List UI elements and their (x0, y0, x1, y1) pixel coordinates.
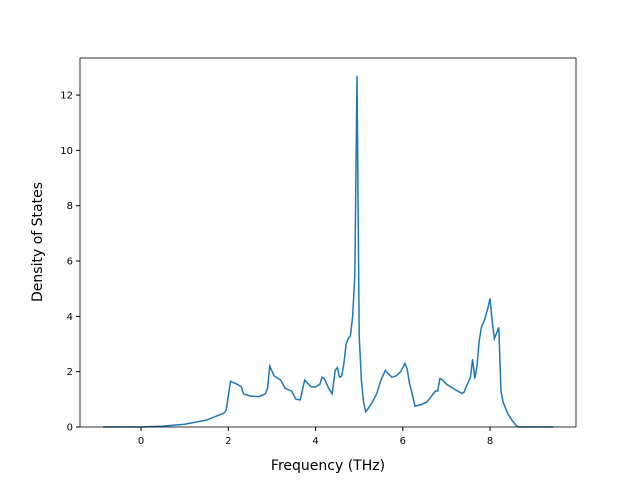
x-axis-label: Frequency (THz) (271, 458, 385, 474)
y-tick-label: 6 (67, 257, 73, 268)
y-tick-label: 0 (67, 423, 73, 434)
y-axis-label: Density of States (30, 182, 46, 302)
x-tick-label: 6 (400, 436, 406, 447)
y-tick-label: 8 (67, 201, 73, 212)
x-tick-label: 8 (487, 436, 493, 447)
plot-frame (79, 57, 577, 428)
x-tick-label: 0 (138, 436, 144, 447)
data-line (103, 75, 554, 428)
y-tick-label: 4 (67, 312, 73, 323)
y-tick-label: 2 (67, 367, 73, 378)
y-tick-label: 10 (60, 146, 73, 157)
x-tick-label: 4 (312, 436, 318, 447)
x-tick-label: 2 (225, 436, 231, 447)
y-tick-label: 12 (60, 91, 73, 102)
